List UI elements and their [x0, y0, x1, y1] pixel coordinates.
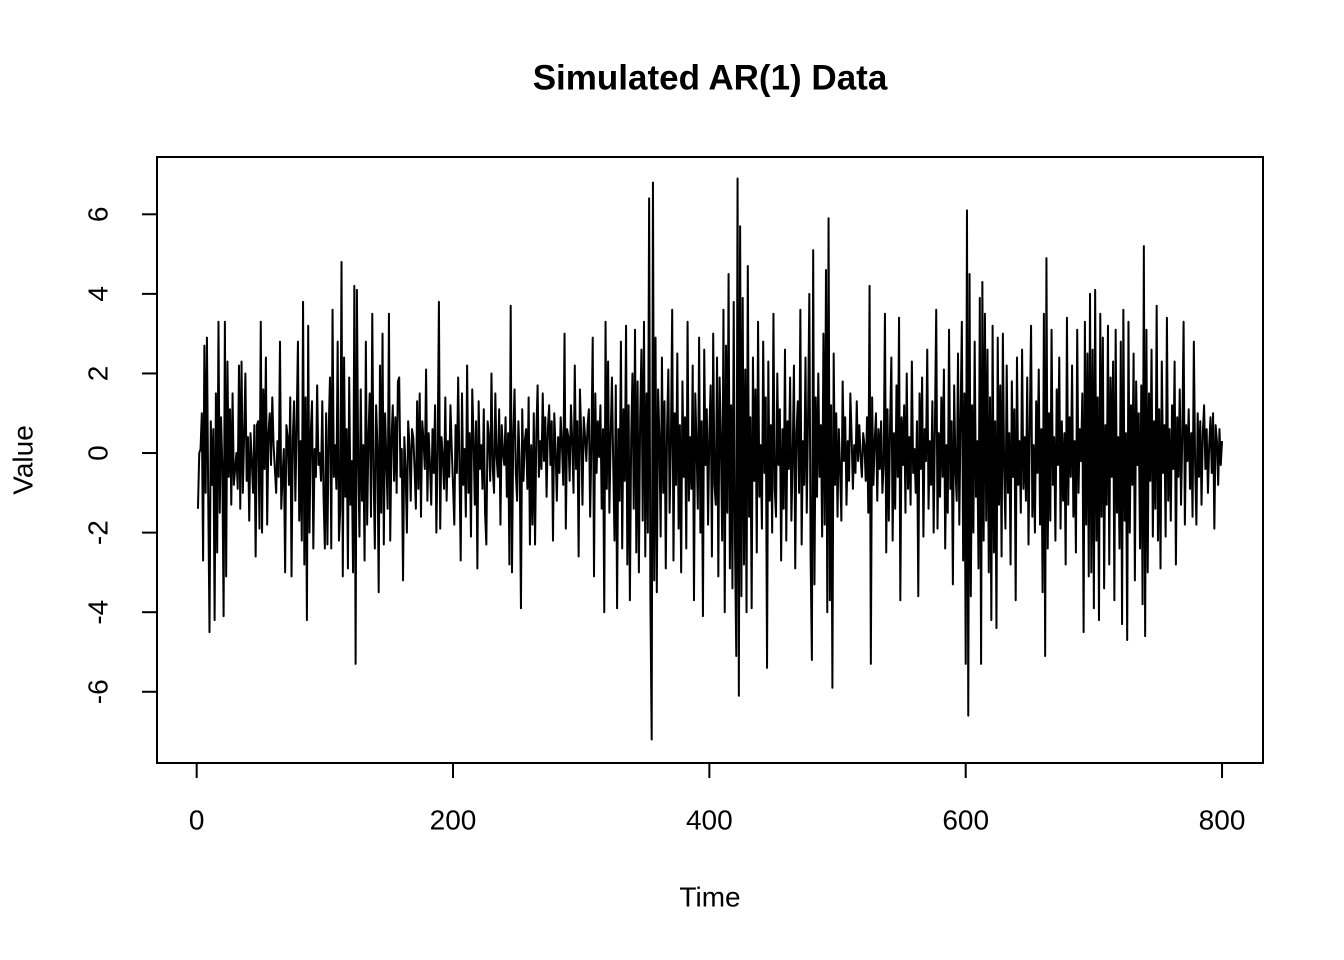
x-tick-label: 0 — [189, 804, 205, 835]
y-tick-label: -6 — [82, 679, 113, 704]
x-tick-label: 400 — [686, 804, 733, 835]
y-tick-label: 2 — [82, 366, 113, 382]
series-line — [196, 177, 1224, 741]
y-axis-label: Value — [7, 425, 38, 495]
x-tick-label: 200 — [430, 804, 477, 835]
y-tick-label: 4 — [82, 286, 113, 302]
y-tick-label: -2 — [82, 520, 113, 545]
chart-title: Simulated AR(1) Data — [533, 58, 888, 97]
y-tick-label: -4 — [82, 600, 113, 625]
x-axis-label: Time — [679, 881, 740, 912]
x-tick-label: 600 — [942, 804, 989, 835]
x-tick-label: 800 — [1199, 804, 1246, 835]
y-tick-label: 0 — [82, 445, 113, 461]
y-tick-label: 6 — [82, 207, 113, 223]
